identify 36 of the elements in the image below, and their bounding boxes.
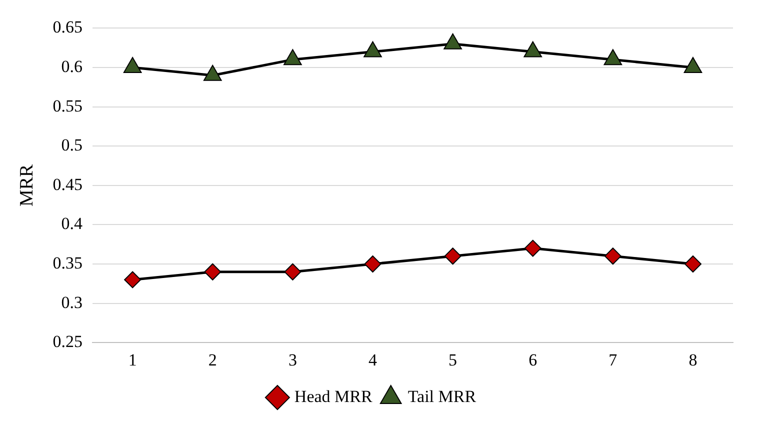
x-tick-label: 4: [368, 350, 378, 370]
point: [284, 49, 302, 66]
y-tick-label: 0.6: [61, 56, 83, 76]
y-tick-label: 0.5: [61, 136, 83, 155]
point: [524, 41, 542, 58]
y-tick-label: 0.55: [52, 96, 83, 116]
point: [604, 49, 622, 66]
y-tick-label: 0.45: [52, 174, 83, 194]
x-tick-label: 2: [208, 350, 217, 370]
point: [124, 271, 142, 288]
legend-label: Tail MRR: [408, 386, 477, 406]
point: [444, 248, 462, 265]
point: [604, 248, 622, 265]
point: [284, 263, 302, 280]
y-tick-label: 0.25: [52, 332, 83, 352]
point: [123, 57, 142, 73]
x-tick-label: 1: [128, 350, 137, 370]
x-tick-label: 7: [608, 350, 618, 370]
point: [204, 263, 222, 280]
x-tick-label: 3: [288, 350, 297, 370]
point: [364, 256, 382, 272]
legend-label: Head MRR: [294, 386, 373, 406]
y-tick-label: 0.3: [61, 292, 83, 312]
x-tick-label: 6: [528, 350, 538, 370]
y-tick-label: 0.65: [52, 18, 83, 37]
point: [444, 33, 462, 50]
point: [684, 57, 702, 73]
y-axis-title: MRR: [16, 164, 38, 207]
point: [684, 256, 702, 272]
point: [203, 64, 222, 81]
y-tick-label: 0.35: [52, 253, 83, 272]
point: [524, 240, 542, 257]
y-tick-label: 0.4: [61, 214, 84, 234]
x-tick-label: 8: [688, 350, 698, 370]
point: [364, 41, 382, 58]
x-tick-label: 5: [448, 350, 458, 370]
